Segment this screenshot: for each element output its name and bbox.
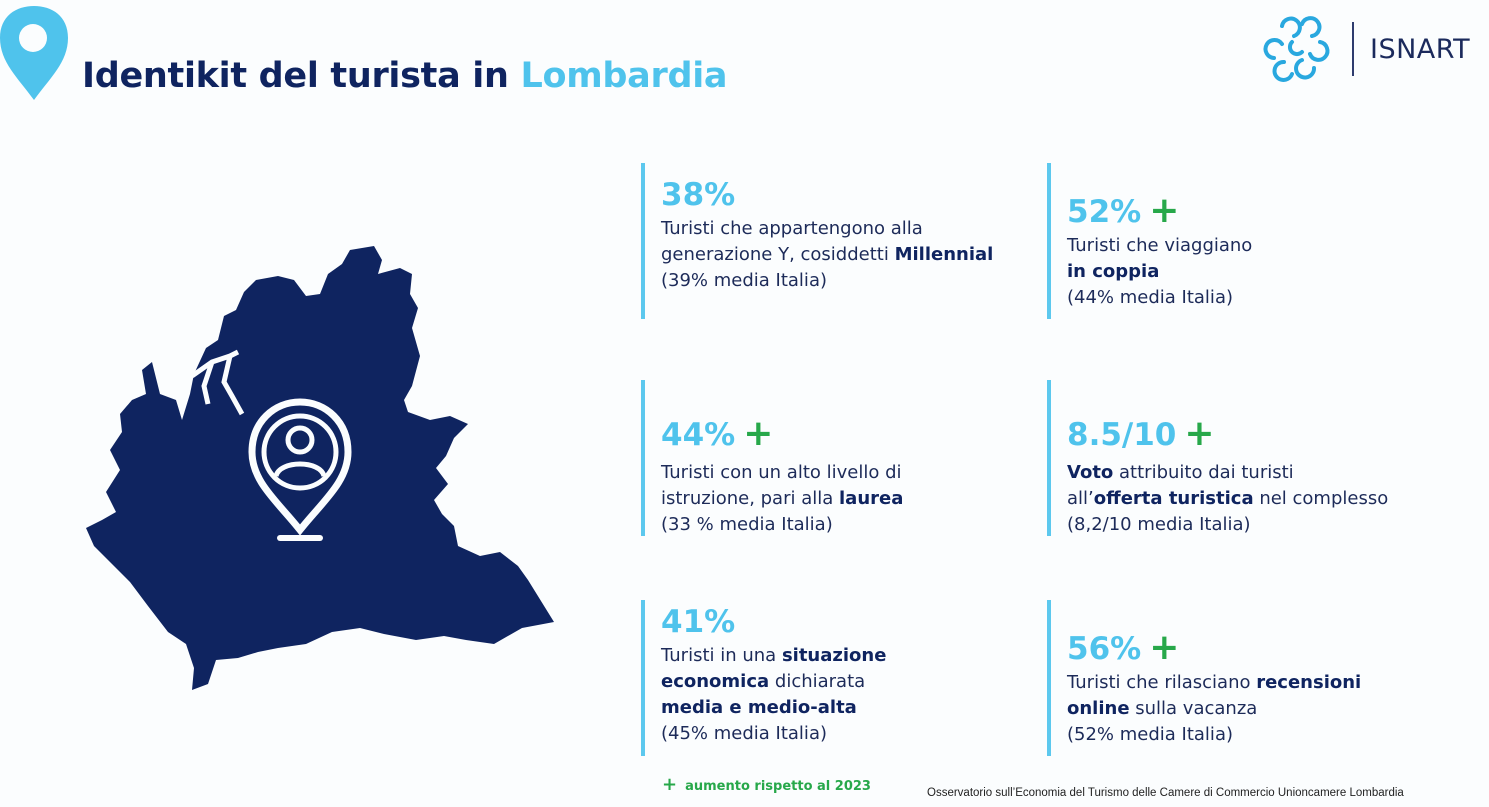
source-footer: Osservatorio sull’Economia del Turismo d… bbox=[927, 787, 1404, 799]
logo-text: ISNART bbox=[1370, 34, 1471, 65]
stat-reviews: 56% + Turisti che rilasciano recensioni o… bbox=[1047, 600, 1407, 756]
stat-desc-line: istruzione, pari alla laurea bbox=[661, 488, 904, 510]
stat-comparison: (33 % media Italia) bbox=[661, 514, 833, 536]
stat-value: 8.5/10 + bbox=[1067, 413, 1215, 454]
stat-comparison: (8,2/10 media Italia) bbox=[1067, 514, 1251, 536]
stat-value: 44% + bbox=[661, 413, 774, 454]
stat-desc-line: Turisti in una situazione bbox=[661, 645, 887, 667]
isnart-logo-icon bbox=[1263, 16, 1330, 82]
stat-desc-line: in coppia bbox=[1067, 261, 1160, 283]
increase-legend: + aumento rispetto al 2023 bbox=[662, 774, 871, 795]
stat-desc-line: Turisti che viaggiano bbox=[1067, 235, 1253, 257]
increase-plus-icon: + bbox=[743, 413, 774, 454]
stat-comparison: (52% media Italia) bbox=[1067, 724, 1233, 746]
stat-couples: 52% + Turisti che viaggiano in coppia (44… bbox=[1047, 163, 1407, 319]
stat-desc-line: Voto attribuito dai turisti bbox=[1067, 462, 1294, 484]
stat-value: 56% + bbox=[1067, 627, 1180, 668]
stat-economic: 41% Turisti in una situazione economica … bbox=[641, 600, 1001, 756]
stat-comparison: (45% media Italia) bbox=[661, 723, 827, 745]
logo-divider bbox=[1352, 22, 1354, 76]
page-title-accent: Lombardia bbox=[520, 56, 728, 96]
stat-comparison: (44% media Italia) bbox=[1067, 287, 1233, 309]
stat-desc-line: Turisti con un alto livello di bbox=[661, 462, 902, 484]
stat-value: 38% bbox=[661, 177, 736, 213]
person-location-icon bbox=[248, 398, 352, 541]
stat-desc-line: economica dichiarata bbox=[661, 671, 866, 693]
stat-desc-line: all’offerta turistica nel complesso bbox=[1067, 488, 1389, 510]
lombardy-map bbox=[86, 246, 554, 690]
stat-desc-line: media e medio-alta bbox=[661, 697, 857, 719]
stat-desc-line: generazione Y, cosiddetti Millennial bbox=[661, 244, 994, 266]
stat-comparison: (39% media Italia) bbox=[661, 270, 827, 292]
increase-plus-icon: + bbox=[662, 774, 678, 795]
stat-value: 41% bbox=[661, 604, 736, 640]
stat-millennials: 38% Turisti che appartengono alla genera… bbox=[641, 163, 1001, 319]
increase-plus-icon: + bbox=[1184, 413, 1215, 454]
stat-desc-line: Turisti che rilasciano recensioni bbox=[1067, 672, 1362, 694]
stat-value: 52% + bbox=[1067, 190, 1180, 231]
stat-desc-line: Turisti che appartengono alla bbox=[661, 218, 923, 240]
stat-desc-line: online sulla vacanza bbox=[1067, 698, 1258, 720]
page-title: Identikit del turista in Lombardia bbox=[82, 56, 728, 96]
increase-plus-icon: + bbox=[1149, 190, 1180, 231]
location-pin-icon bbox=[0, 6, 68, 100]
increase-plus-icon: + bbox=[1149, 627, 1180, 668]
stat-education: 44% + Turisti con un alto livello di istr… bbox=[641, 380, 1001, 536]
stat-rating: 8.5/10 + Voto attribuito dai turisti all’… bbox=[1047, 380, 1447, 536]
